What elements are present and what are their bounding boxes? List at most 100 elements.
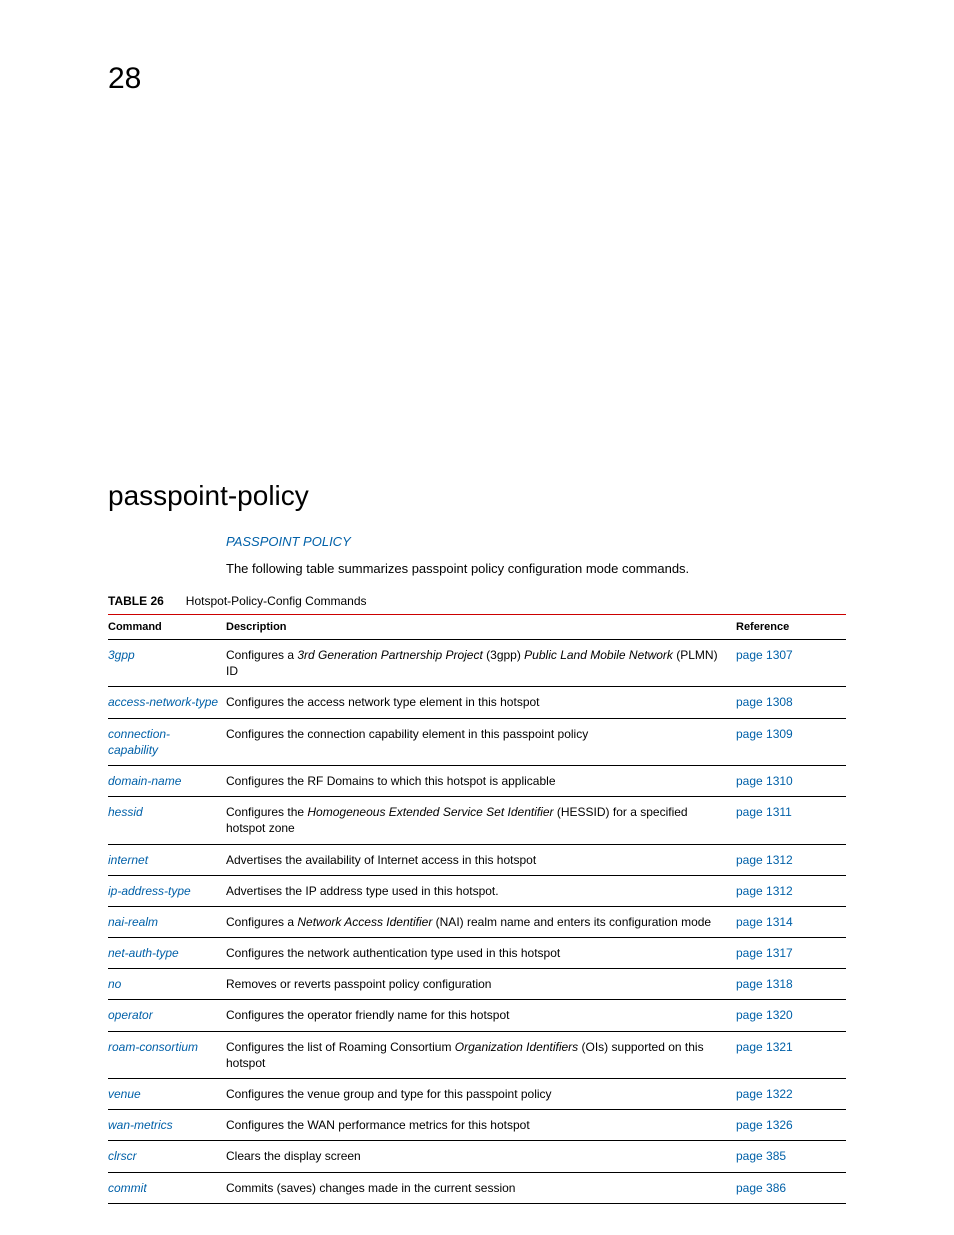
page-number: 28 [108, 62, 141, 96]
reference-cell: page 1312 [736, 844, 846, 875]
command-link[interactable]: commit [108, 1181, 147, 1195]
reference-link[interactable]: page 1321 [736, 1040, 793, 1054]
description-text: (3gpp) [483, 648, 524, 662]
command-link[interactable]: operator [108, 1008, 153, 1022]
reference-cell: page 1326 [736, 1110, 846, 1141]
command-link[interactable]: 3gpp [108, 648, 135, 662]
col-header-command: Command [108, 615, 226, 640]
reference-link[interactable]: page 386 [736, 1181, 786, 1195]
description-text: Commits (saves) changes made in the curr… [226, 1181, 515, 1195]
command-cell: commit [108, 1172, 226, 1203]
command-link[interactable]: access-network-type [108, 695, 218, 709]
description-italic: Network Access Identifier [297, 915, 432, 929]
table-row: access-network-type Configures the access… [108, 687, 846, 718]
description-cell: Configures the access network type eleme… [226, 687, 736, 718]
table-row: no Removes or reverts passpoint policy co… [108, 969, 846, 1000]
table-caption-text: Hotspot-Policy-Config Commands [186, 594, 367, 608]
command-link[interactable]: domain-name [108, 774, 181, 788]
description-cell: Configures a Network Access Identifier (… [226, 906, 736, 937]
command-link[interactable]: connection-capability [108, 727, 170, 757]
description-text: Clears the display screen [226, 1149, 361, 1163]
table-label: TABLE 26 [108, 594, 164, 608]
command-cell: roam-consortium [108, 1031, 226, 1078]
reference-link[interactable]: page 1322 [736, 1087, 793, 1101]
description-text: Configures the list of Roaming Consortiu… [226, 1040, 455, 1054]
description-cell: Advertises the IP address type used in t… [226, 875, 736, 906]
table-row: commit Commits (saves) changes made in th… [108, 1172, 846, 1203]
reference-link[interactable]: page 1311 [736, 805, 792, 819]
table-caption: TABLE 26 Hotspot-Policy-Config Commands [108, 594, 846, 608]
command-cell: operator [108, 1000, 226, 1031]
command-link[interactable]: net-auth-type [108, 946, 179, 960]
command-link[interactable]: nai-realm [108, 915, 158, 929]
reference-link[interactable]: page 1318 [736, 977, 793, 991]
command-link[interactable]: clrscr [108, 1149, 137, 1163]
command-link[interactable]: venue [108, 1087, 141, 1101]
description-cell: Configures the venue group and type for … [226, 1079, 736, 1110]
reference-link[interactable]: page 1320 [736, 1008, 793, 1022]
reference-cell: page 1310 [736, 765, 846, 796]
reference-link[interactable]: page 1317 [736, 946, 793, 960]
description-text: (NAI) realm name and enters its configur… [432, 915, 711, 929]
description-cell: Configures the WAN performance metrics f… [226, 1110, 736, 1141]
reference-link[interactable]: page 1308 [736, 695, 793, 709]
table-row: nai-realm Configures a Network Access Ide… [108, 906, 846, 937]
table-row: ip-address-type Advertises the IP address… [108, 875, 846, 906]
reference-link[interactable]: page 385 [736, 1149, 786, 1163]
command-link[interactable]: no [108, 977, 121, 991]
description-cell: Configures the RF Domains to which this … [226, 765, 736, 796]
reference-link[interactable]: page 1326 [736, 1118, 793, 1132]
description-cell: Configures the operator friendly name fo… [226, 1000, 736, 1031]
description-text: Configures the RF Domains to which this … [226, 774, 556, 788]
command-cell: no [108, 969, 226, 1000]
reference-link[interactable]: page 1312 [736, 853, 793, 867]
command-link[interactable]: wan-metrics [108, 1118, 173, 1132]
description-text: Configures the operator friendly name fo… [226, 1008, 510, 1022]
reference-link[interactable]: page 1307 [736, 648, 793, 662]
command-cell: connection-capability [108, 718, 226, 765]
command-link[interactable]: internet [108, 853, 148, 867]
description-cell: Configures the connection capability ele… [226, 718, 736, 765]
intro-text: The following table summarizes passpoint… [226, 561, 846, 576]
description-italic: Homogeneous Extended Service Set Identif… [307, 805, 553, 819]
table-row: operator Configures the operator friendly… [108, 1000, 846, 1031]
reference-link[interactable]: page 1312 [736, 884, 793, 898]
reference-cell: page 1318 [736, 969, 846, 1000]
description-cell: Configures a 3rd Generation Partnership … [226, 640, 736, 687]
description-cell: Clears the display screen [226, 1141, 736, 1172]
command-cell: net-auth-type [108, 938, 226, 969]
table-row: wan-metrics Configures the WAN performanc… [108, 1110, 846, 1141]
reference-link[interactable]: page 1309 [736, 727, 793, 741]
reference-cell: page 1321 [736, 1031, 846, 1078]
command-cell: ip-address-type [108, 875, 226, 906]
description-text: Configures the WAN performance metrics f… [226, 1118, 530, 1132]
reference-cell: page 1317 [736, 938, 846, 969]
command-cell: domain-name [108, 765, 226, 796]
reference-cell: page 1320 [736, 1000, 846, 1031]
col-header-reference: Reference [736, 615, 846, 640]
command-link[interactable]: ip-address-type [108, 884, 191, 898]
command-cell: clrscr [108, 1141, 226, 1172]
section-link[interactable]: PASSPOINT POLICY [226, 534, 846, 549]
command-cell: access-network-type [108, 687, 226, 718]
reference-link[interactable]: page 1314 [736, 915, 793, 929]
command-cell: internet [108, 844, 226, 875]
command-cell: nai-realm [108, 906, 226, 937]
description-italic: 3rd Generation Partnership Project [297, 648, 482, 662]
description-italic: Organization Identifiers [455, 1040, 578, 1054]
reference-cell: page 1308 [736, 687, 846, 718]
reference-cell: page 385 [736, 1141, 846, 1172]
description-text: Removes or reverts passpoint policy conf… [226, 977, 491, 991]
command-link[interactable]: hessid [108, 805, 143, 819]
col-header-description: Description [226, 615, 736, 640]
reference-cell: page 1322 [736, 1079, 846, 1110]
reference-cell: page 1312 [736, 875, 846, 906]
reference-cell: page 1307 [736, 640, 846, 687]
table-row: clrscr Clears the display screen page 385 [108, 1141, 846, 1172]
table-row: internetAdvertises the availability of I… [108, 844, 846, 875]
reference-link[interactable]: page 1310 [736, 774, 793, 788]
reference-cell: page 1311 [736, 797, 846, 844]
commands-table: Command Description Reference 3gpp Config… [108, 614, 846, 1204]
main-heading: passpoint-policy [108, 480, 846, 512]
command-link[interactable]: roam-consortium [108, 1040, 198, 1054]
